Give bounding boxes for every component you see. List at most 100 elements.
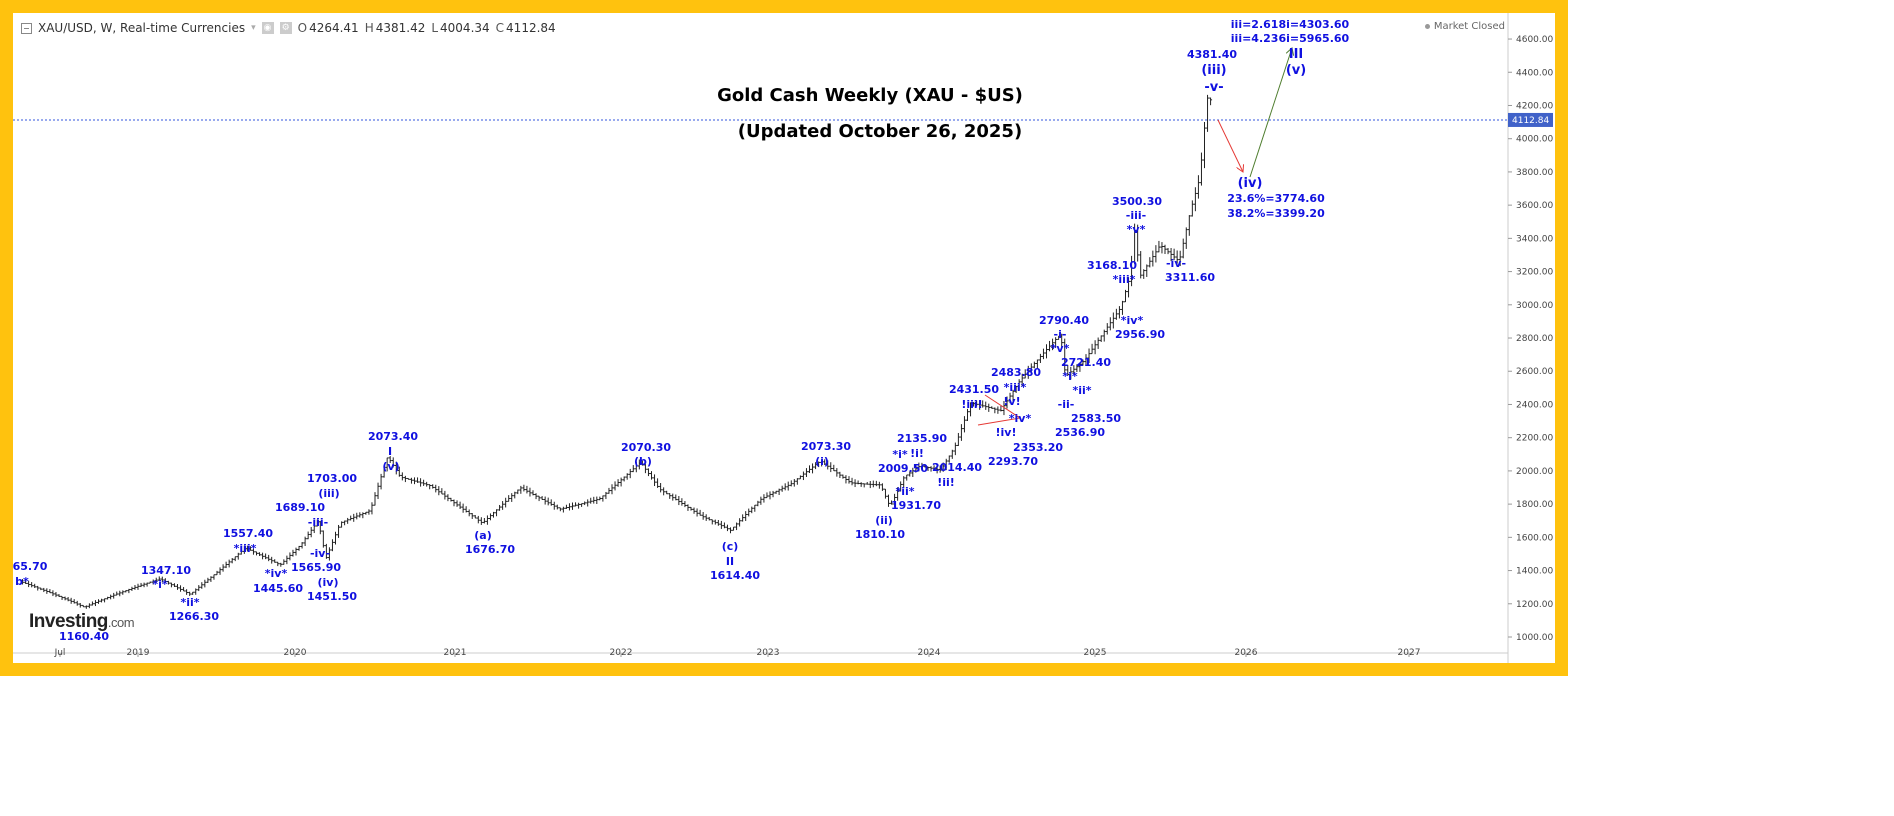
wave-label: (iv) bbox=[1238, 176, 1263, 191]
wave-label: 1810.10 bbox=[855, 528, 905, 541]
status-dot-icon bbox=[1424, 23, 1430, 29]
high-label: H bbox=[364, 21, 374, 35]
y-tick-label: 2600.00 bbox=[1516, 367, 1553, 377]
wave-label: *iii* bbox=[1113, 273, 1136, 286]
wave-label: -v- bbox=[1204, 80, 1223, 95]
wave-label: 65.70 bbox=[13, 560, 48, 573]
symbol-title[interactable]: XAU/USD, W, Real-time Currencies bbox=[38, 21, 246, 35]
y-tick-label: 1000.00 bbox=[1516, 633, 1553, 643]
close-label: C bbox=[495, 21, 505, 35]
wave-label: 2073.40 bbox=[368, 430, 418, 443]
gear-icon[interactable]: ⚙ bbox=[279, 22, 292, 34]
chart-panel[interactable]: 1000.00 1200.00 1400.00 1600.00 1800.00 2000.… bbox=[13, 13, 1555, 663]
x-tick-label: 2019 bbox=[127, 648, 150, 658]
wave-label: 2956.90 bbox=[1115, 328, 1165, 341]
wave-label: 1445.60 bbox=[253, 582, 303, 595]
collapse-icon[interactable] bbox=[21, 22, 32, 34]
wave-label: iii=4.236i=5965.60 bbox=[1231, 32, 1350, 45]
x-tick-label: 2020 bbox=[284, 648, 307, 658]
wave-label: (b) bbox=[634, 455, 652, 468]
wave-label: 2721.40 bbox=[1061, 356, 1111, 369]
wave-label: 3500.30 bbox=[1112, 195, 1162, 208]
wave-label: 1689.10 bbox=[275, 501, 325, 514]
wave-label: 2583.50 bbox=[1071, 412, 1121, 425]
wave-label: 38.2%=3399.20 bbox=[1227, 207, 1325, 220]
wave-label: *ii* bbox=[895, 485, 914, 498]
wave-label: (iii) bbox=[318, 487, 339, 500]
wave-label: 2536.90 bbox=[1055, 426, 1105, 439]
wave-label: -iv- bbox=[310, 547, 330, 560]
wave-label: b* bbox=[15, 575, 29, 588]
wave-label: !i! bbox=[910, 447, 924, 460]
dropdown-icon[interactable]: ▾ bbox=[251, 23, 256, 33]
low-label: L bbox=[431, 21, 439, 35]
wave-label: 4381.40 bbox=[1187, 48, 1237, 61]
y-tick-label: 4200.00 bbox=[1516, 101, 1553, 111]
wave-label: *iv* bbox=[1121, 314, 1144, 327]
wave-label: !iv! bbox=[996, 426, 1017, 439]
investing-logo: Investing.com bbox=[29, 611, 135, 633]
x-tick-label: 2023 bbox=[757, 648, 780, 658]
wave-label: *iii* bbox=[1004, 381, 1027, 394]
wave-label: *v* bbox=[1051, 342, 1070, 355]
up-projection-arrow bbox=[1249, 48, 1292, 178]
wave-label: III bbox=[1289, 47, 1304, 62]
wave-label: -ii- bbox=[1058, 398, 1075, 411]
market-status: Market Closed bbox=[1424, 21, 1505, 32]
wave-label: *i* bbox=[892, 448, 908, 461]
wave-label: -iii- bbox=[1126, 209, 1146, 222]
y-tick-label: 2200.00 bbox=[1516, 434, 1553, 444]
x-tick-label: Jul bbox=[54, 648, 66, 658]
wave-label: (i) bbox=[815, 455, 829, 468]
market-status-text: Market Closed bbox=[1433, 21, 1505, 32]
x-tick-label: 2027 bbox=[1398, 648, 1421, 658]
logo-name: Investing bbox=[29, 611, 108, 632]
wave-label: 3168.10 bbox=[1087, 259, 1137, 272]
wave-label: -iv- bbox=[1166, 257, 1186, 270]
wave-label: -i- bbox=[1054, 328, 1067, 341]
x-tick-label: 2021 bbox=[444, 648, 467, 658]
wave-label: (a) bbox=[474, 529, 491, 542]
close-value: 4112.84 bbox=[506, 21, 556, 35]
wave-label: II bbox=[726, 555, 734, 568]
y-tick-label: 2400.00 bbox=[1516, 400, 1553, 410]
y-tick-label: 3200.00 bbox=[1516, 268, 1553, 278]
y-tick-label: 4600.00 bbox=[1516, 35, 1553, 45]
y-tick-label: 4400.00 bbox=[1516, 68, 1553, 78]
wave-label: 2009.50 bbox=[878, 462, 928, 475]
down-projection-arrow bbox=[1217, 119, 1243, 172]
wave-label: (ii) bbox=[875, 514, 893, 527]
y-tick-label: 2800.00 bbox=[1516, 334, 1553, 344]
y-tick-label: 3800.00 bbox=[1516, 168, 1553, 178]
wave-label: 1565.90 bbox=[291, 561, 341, 574]
wave-label: !v! bbox=[1003, 395, 1020, 408]
chart-legend: XAU/USD, W, Real-time Currencies ▾ ◉ ⚙ O… bbox=[21, 21, 556, 35]
y-tick-label: 1200.00 bbox=[1516, 600, 1553, 610]
wave-label: (iv) bbox=[318, 576, 339, 589]
x-tick-label: 2022 bbox=[610, 648, 633, 658]
wave-label: 1614.40 bbox=[710, 569, 760, 582]
y-tick-label: 4000.00 bbox=[1516, 135, 1553, 145]
x-tick-label: 2024 bbox=[918, 648, 941, 658]
wave-label: (iii) bbox=[1201, 63, 1226, 78]
eye-icon[interactable]: ◉ bbox=[261, 22, 274, 34]
wave-label: 1451.50 bbox=[307, 590, 357, 603]
y-tick-label: 1800.00 bbox=[1516, 500, 1553, 510]
logo-suffix: .com bbox=[107, 615, 135, 630]
y-tick-label: 2000.00 bbox=[1516, 467, 1553, 477]
wave-label: 2293.70 bbox=[988, 455, 1038, 468]
wave-label: !iii! bbox=[961, 398, 982, 411]
wave-label: !ii! bbox=[937, 476, 955, 489]
wave-label: 3311.60 bbox=[1165, 271, 1215, 284]
wave-label: 2135.90 bbox=[897, 432, 947, 445]
wave-label: 1557.40 bbox=[223, 527, 273, 540]
wave-label: *v* bbox=[1127, 223, 1146, 236]
wave-label: 2790.40 bbox=[1039, 314, 1089, 327]
price-chart[interactable]: 1000.00 1200.00 1400.00 1600.00 1800.00 2000.… bbox=[13, 13, 1555, 663]
wave-label: 2483.80 bbox=[991, 366, 1041, 379]
wave-label: 1703.00 bbox=[307, 472, 357, 485]
wave-label: 1266.30 bbox=[169, 610, 219, 623]
triangle-pattern bbox=[977, 394, 1022, 426]
wave-label: 1160.40 bbox=[59, 630, 109, 643]
wave-label: *i* bbox=[152, 578, 168, 591]
